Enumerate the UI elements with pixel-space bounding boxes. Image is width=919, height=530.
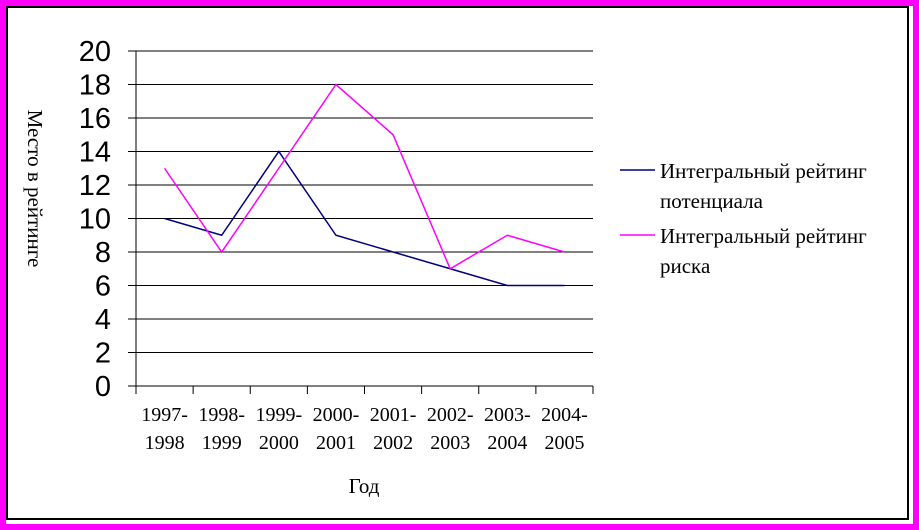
x-tick-label: 2004-2005 [541, 404, 588, 454]
y-tick-label: 12 [79, 170, 111, 202]
series-lines [163, 83, 565, 287]
x-tick-labels: 1997-19981998-19991999-20002000-20012001… [141, 404, 588, 454]
legend-label-2: Интегральный рейтинг риска [660, 224, 867, 278]
x-tick-label: 1997-1998 [141, 404, 188, 454]
series-line-2 [163, 83, 565, 270]
y-tick-label: 4 [95, 304, 111, 336]
y-tick-label: 2 [95, 338, 111, 370]
x-axis-title: Год [349, 474, 380, 498]
y-tick-label: 8 [95, 237, 111, 269]
x-tick-label: 2002-2003 [427, 404, 474, 454]
grid-lines [136, 50, 593, 353]
x-tick-label: 1998-1999 [198, 404, 245, 454]
y-axis-title: Место в рейтинге [23, 110, 47, 268]
y-tick-label: 6 [95, 271, 111, 303]
chart-area-border [6, 6, 909, 520]
x-tick-label: 2001-2002 [370, 404, 417, 454]
x-tick-label: 2003-2004 [484, 404, 531, 454]
y-tick-label: 0 [95, 371, 111, 403]
x-tick-label: 1999-2000 [255, 404, 302, 454]
legend-label-1: Интегральный рейтинг потенциала [660, 159, 867, 213]
y-tick-label: 18 [79, 70, 111, 102]
y-tick-label: 14 [79, 137, 111, 169]
legend: Интегральный рейтинг потенциала Интегральн… [620, 159, 867, 278]
y-tick-label: 16 [79, 103, 111, 135]
axes [128, 50, 594, 394]
x-tick-label: 2000-2001 [313, 404, 360, 454]
series-line-1 [164, 150, 565, 287]
y-tick-label: 20 [79, 36, 111, 68]
y-tick-label: 10 [79, 204, 111, 236]
